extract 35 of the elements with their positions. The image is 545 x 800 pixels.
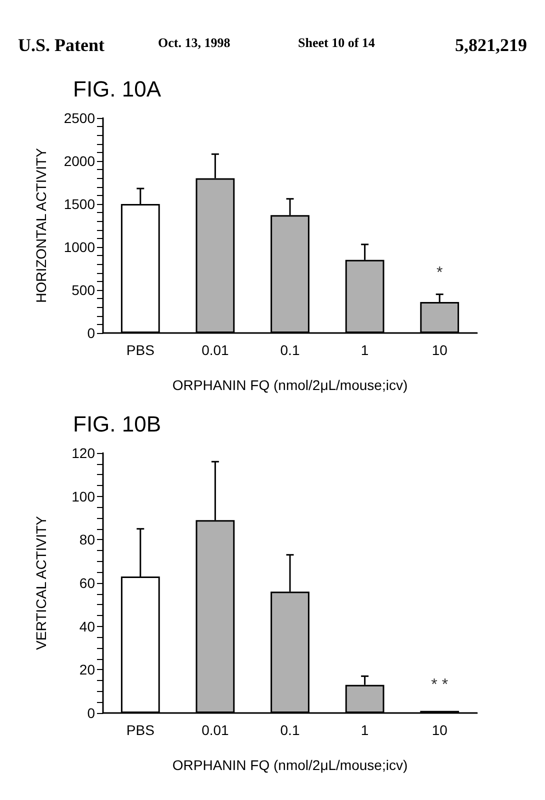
y-tick-label: 120 [72, 445, 96, 461]
x-tick-label: PBS [126, 342, 154, 358]
y-tick-label: 500 [72, 282, 96, 298]
x-tick-label: 0.01 [202, 342, 230, 358]
y-tick-label: 20 [79, 662, 96, 678]
x-axis-title: ORPHANIN FQ (nmol/2μL/mouse;icv) [172, 757, 408, 773]
y-tick-label: 1500 [64, 196, 96, 212]
x-tick-label: 1 [360, 342, 369, 358]
text: U.S. Patent [18, 35, 104, 55]
x-tick-label: 10 [432, 342, 448, 358]
text: 5,821,219 [455, 35, 527, 55]
y-tick-label: 80 [79, 532, 96, 548]
chart-title: FIG. 10B [73, 412, 162, 436]
x-axis-title: ORPHANIN FQ (nmol/2μL/mouse;icv) [172, 377, 408, 393]
y-tick-label: 60 [79, 575, 96, 591]
annotation: * * [431, 676, 448, 694]
text: Sheet 10 of 14 [298, 35, 376, 50]
x-tick-label: 0.1 [280, 342, 300, 358]
y-tick-label: 100 [72, 488, 96, 504]
chart-title: FIG. 10A [73, 76, 162, 102]
y-tick-label: 1000 [64, 239, 96, 255]
y-axis-title: HORIZONTAL ACTIVITY [33, 147, 49, 303]
y-tick-label: 0 [87, 325, 96, 341]
y-tick-label: 40 [79, 618, 96, 634]
x-tick-label: 0.1 [280, 722, 300, 738]
x-tick-label: 10 [432, 722, 448, 738]
y-tick-label: 0 [87, 705, 96, 721]
y-axis-title: VERTICAL ACTIVITY [33, 515, 49, 650]
x-tick-label: 1 [360, 722, 369, 738]
x-tick-label: PBS [126, 722, 154, 738]
x-tick-label: 0.01 [202, 722, 230, 738]
text: Oct. 13, 1998 [158, 35, 231, 50]
annotation: * [436, 264, 443, 282]
y-tick-label: 2000 [64, 153, 96, 169]
y-tick-label: 2500 [64, 110, 96, 126]
